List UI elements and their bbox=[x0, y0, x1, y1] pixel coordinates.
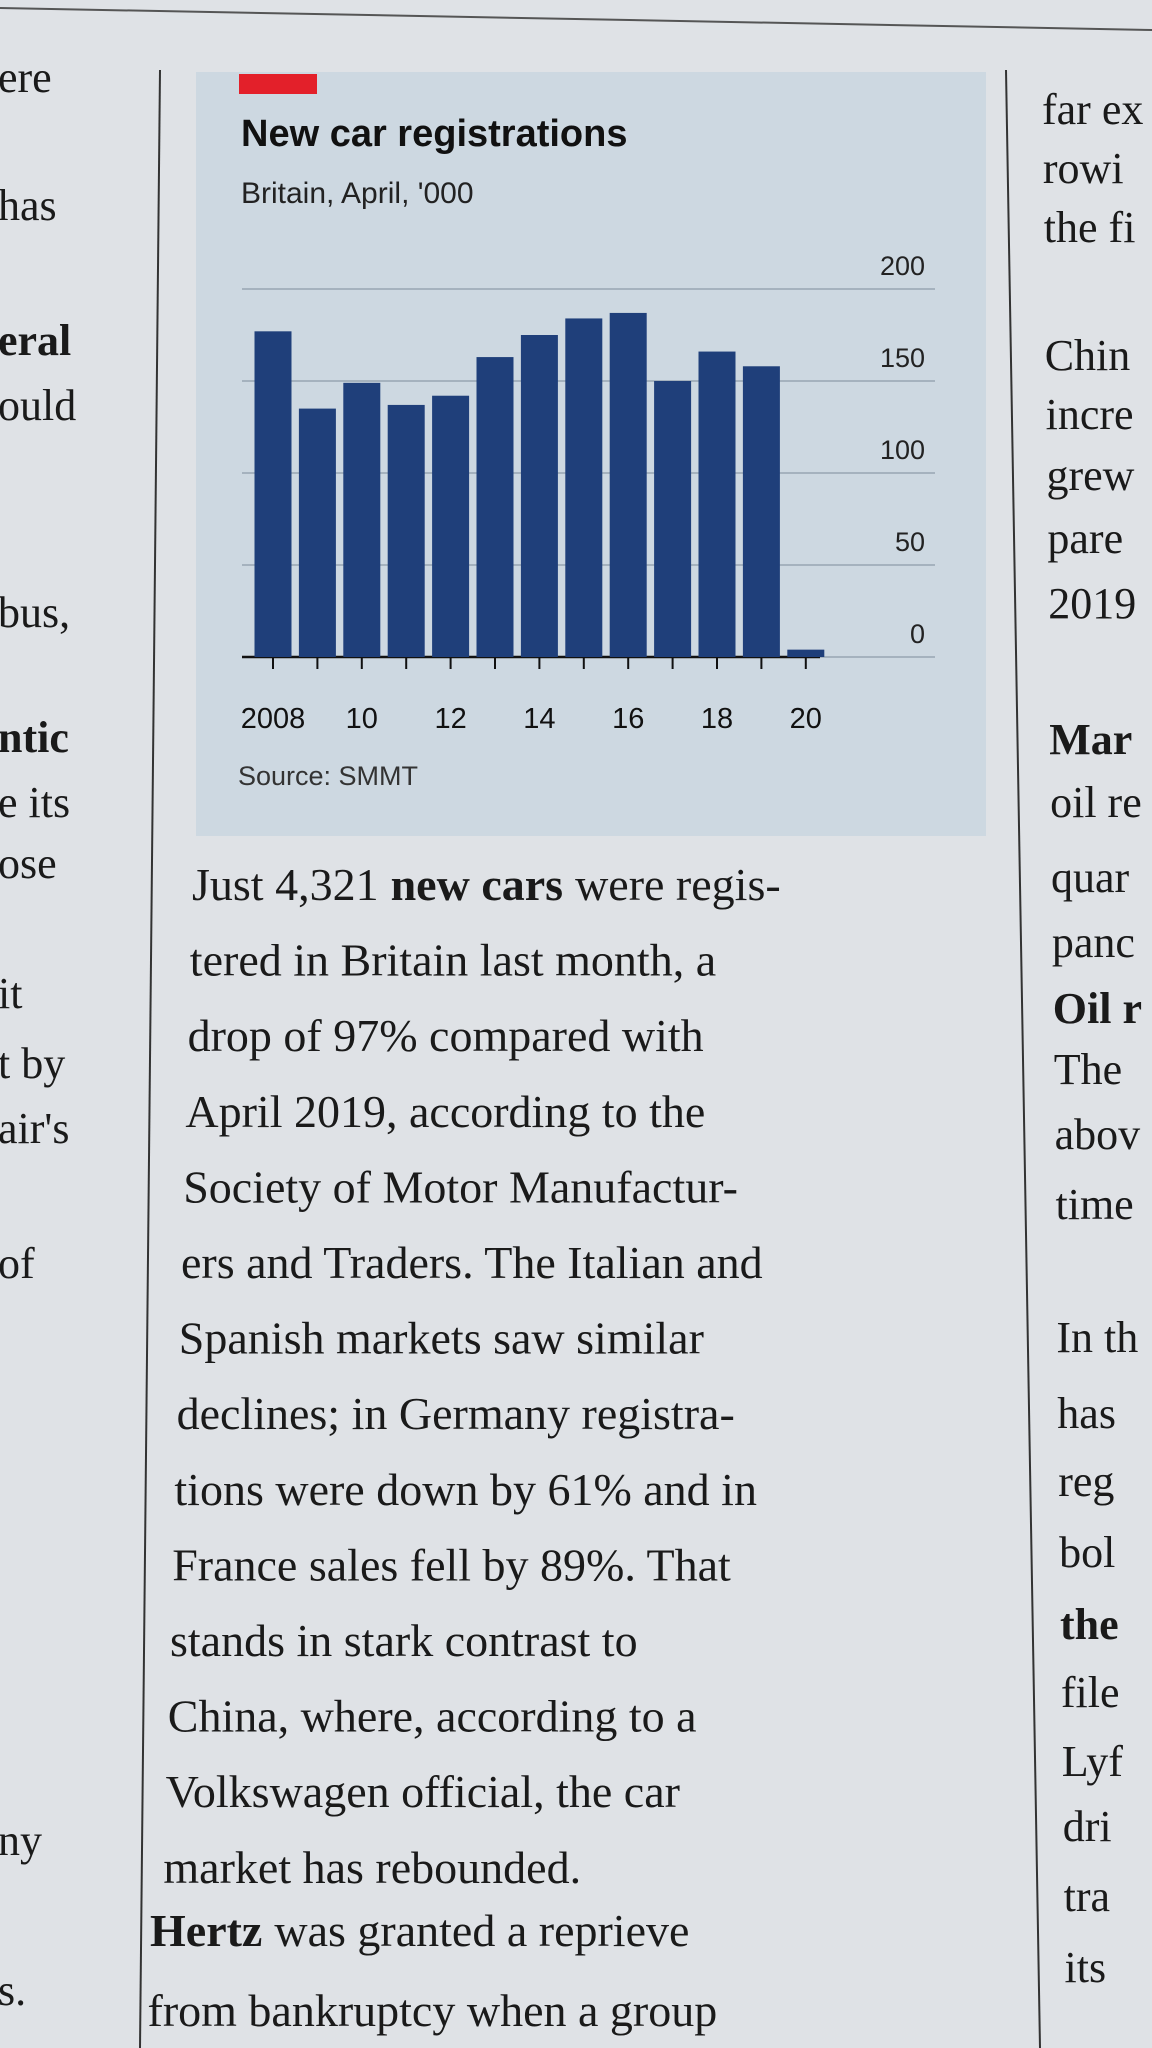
bar bbox=[387, 404, 425, 657]
column-rule bbox=[139, 69, 161, 2048]
left-column-fragment: e its bbox=[0, 778, 70, 827]
left-column-fragment: ould bbox=[0, 381, 76, 430]
chart-subtitle: Britain, April, '000 bbox=[241, 177, 474, 210]
right-column-fragment: oil re bbox=[1050, 778, 1142, 827]
y-tick-label: 150 bbox=[880, 343, 925, 373]
y-tick-label: 0 bbox=[910, 619, 925, 649]
story-line: China, where, according to a bbox=[168, 1691, 697, 1742]
bar bbox=[742, 366, 780, 657]
left-column-fragment: ere bbox=[0, 53, 52, 102]
chart-source: Source: SMMT bbox=[238, 761, 418, 791]
story-after: was granted a reprieve bbox=[274, 1905, 689, 1956]
x-tick-label: 18 bbox=[701, 703, 733, 735]
x-tick-label: 16 bbox=[612, 703, 644, 735]
x-tick-label: 10 bbox=[346, 703, 378, 735]
x-tick-label: 14 bbox=[523, 703, 555, 735]
left-column-fragment: it bbox=[0, 969, 22, 1018]
column-rule bbox=[1005, 69, 1041, 2048]
y-tick-label: 100 bbox=[880, 435, 925, 465]
left-column-fragment: eral bbox=[0, 316, 71, 365]
bar bbox=[609, 312, 647, 657]
bar bbox=[787, 649, 825, 657]
story-line: market has rebounded. bbox=[163, 1842, 581, 1893]
left-column-fragment: of bbox=[0, 1239, 35, 1288]
right-column-fragment: bol bbox=[1059, 1528, 1115, 1577]
left-column-fragment: bus, bbox=[0, 588, 70, 637]
bar bbox=[698, 351, 736, 657]
right-column-fragment: Lyf bbox=[1062, 1737, 1123, 1786]
y-tick-label: 200 bbox=[880, 251, 925, 281]
right-column-fragment: quar bbox=[1051, 853, 1130, 902]
right-column-fragment: grew bbox=[1047, 451, 1135, 500]
left-column-fragment: has bbox=[0, 181, 57, 230]
story-line: stands in stark contrast to bbox=[170, 1615, 638, 1666]
left-column-fragment: ny bbox=[0, 1816, 42, 1865]
story-line: drop of 97% compared with bbox=[188, 1010, 704, 1061]
right-column-fragment: the bbox=[1060, 1600, 1119, 1649]
story-line: Just 4,321 new cars were regis- bbox=[192, 859, 781, 910]
right-column-fragment: has bbox=[1057, 1389, 1116, 1438]
bar bbox=[654, 381, 692, 657]
right-column-fragment: In th bbox=[1056, 1313, 1138, 1362]
right-column-fragment: reg bbox=[1058, 1457, 1114, 1506]
story-line: tions were down by 61% and in bbox=[174, 1464, 757, 1515]
right-column-fragment: far ex bbox=[1042, 85, 1143, 134]
story-line: Spanish markets saw similar bbox=[179, 1313, 704, 1364]
story-line: from bankruptcy when a group bbox=[148, 1985, 718, 2036]
bar bbox=[565, 318, 603, 657]
bar bbox=[254, 331, 292, 657]
right-column-fragment: pare bbox=[1047, 514, 1123, 563]
left-column-fragment: ntic bbox=[0, 713, 69, 762]
right-column-fragment: Chin bbox=[1045, 331, 1131, 380]
page-edge bbox=[0, 7, 1152, 31]
story-line: France sales fell by 89%. That bbox=[172, 1539, 731, 1590]
story-line: Hertz was granted a reprieve bbox=[150, 1905, 689, 1956]
right-column-fragment: its bbox=[1065, 1943, 1107, 1992]
x-tick-label: 2008 bbox=[241, 703, 306, 735]
bar bbox=[432, 395, 470, 657]
right-column-fragment: 2019 bbox=[1048, 579, 1136, 628]
bar bbox=[298, 408, 336, 657]
right-column-fragment: tra bbox=[1064, 1872, 1110, 1921]
bar bbox=[343, 382, 381, 657]
x-tick-label: 20 bbox=[790, 703, 822, 735]
story-line: April 2019, according to the bbox=[185, 1086, 705, 1137]
right-column-fragment: file bbox=[1061, 1668, 1120, 1717]
story-bold: new cars bbox=[391, 859, 563, 910]
right-column-fragment: Mar bbox=[1049, 715, 1132, 764]
story-line: ers and Traders. The Italian and bbox=[181, 1237, 763, 1288]
story-line: tered in Britain last month, a bbox=[190, 935, 716, 986]
right-column-fragment: panc bbox=[1052, 918, 1135, 967]
bar bbox=[476, 357, 514, 657]
story-before: Just 4,321 bbox=[192, 859, 379, 910]
story-line: Volkswagen official, the car bbox=[166, 1766, 680, 1817]
right-column-fragment: rowi bbox=[1043, 144, 1124, 193]
left-column-fragment: air's bbox=[0, 1104, 69, 1153]
right-column-fragment: abov bbox=[1055, 1110, 1141, 1159]
right-column-fragment: incre bbox=[1046, 390, 1134, 439]
story-line: declines; in Germany registra- bbox=[177, 1388, 735, 1439]
right-column-fragment: the fi bbox=[1044, 203, 1136, 252]
right-column-fragment: The bbox=[1054, 1045, 1122, 1094]
right-column-fragment: dri bbox=[1063, 1802, 1112, 1851]
right-column-fragment: Oil r bbox=[1053, 984, 1142, 1033]
chart-title: New car registrations bbox=[241, 113, 627, 155]
red-tag bbox=[239, 74, 317, 94]
story-after: were regis- bbox=[575, 859, 781, 910]
left-column-fragment: s. bbox=[0, 1966, 26, 2015]
bar bbox=[520, 335, 558, 657]
x-tick-label: 12 bbox=[434, 703, 466, 735]
story-bold: Hertz bbox=[150, 1905, 262, 1956]
right-column-fragment: time bbox=[1056, 1180, 1134, 1229]
y-tick-label: 50 bbox=[895, 527, 925, 557]
left-column-fragment: ose bbox=[0, 839, 57, 888]
left-column-fragment: t by bbox=[0, 1039, 65, 1088]
story-line: Society of Motor Manufactur- bbox=[183, 1161, 738, 1212]
